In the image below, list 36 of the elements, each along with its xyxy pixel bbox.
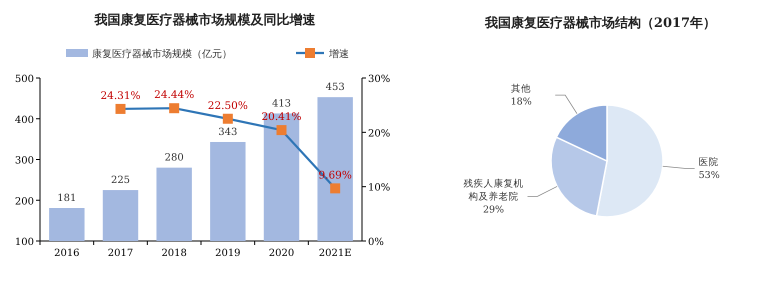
slice-label: 残疾人康复机构及养老院 [464,177,524,202]
data-label: 453 [326,82,345,94]
chart-title: 我国康复医疗器械市场结构（2017年） [484,15,716,31]
y2-tick-label: 0% [368,237,384,248]
x-tick-label: 2016 [54,248,80,259]
data-label: 18% [510,96,532,108]
x-tick-label: 2020 [268,248,294,259]
x-tick-label: 2021E [318,248,352,259]
chart-title: 我国康复医疗器械市场规模及同比增速 [94,12,316,28]
data-label: 20.41% [261,111,302,124]
slice-label: 其他 [511,82,532,95]
data-label: 413 [272,98,292,110]
slice-label: 医院 [698,156,719,168]
y-tick-label: 200 [14,196,34,208]
y-tick-label: 300 [14,156,34,166]
data-label: 22.50% [208,100,248,112]
y-tick-label: 400 [14,114,34,126]
y-tick-label: 500 [14,74,34,85]
data-label: 181 [57,192,76,204]
data-label: 53% [698,170,720,181]
y2-tick-label: 30% [368,74,390,85]
legend-label: 增速 [328,48,349,60]
data-label: 225 [110,175,130,186]
data-label: 9.69% [318,169,352,182]
data-label: 29% [482,204,504,216]
data-label: 24.31% [100,90,141,102]
x-tick-label: 2017 [108,248,134,259]
y-tick-label: 100 [14,237,34,248]
x-tick-label: 2018 [161,248,187,259]
data-label: 24.44% [154,89,194,102]
y2-tick-label: 20% [368,128,390,140]
x-tick-label: 2019 [215,248,241,259]
data-label: 343 [218,126,238,138]
y2-tick-label: 10% [368,182,390,194]
legend-label: 康复医疗器械市场规模（亿元） [92,48,232,60]
data-label: 280 [164,152,184,164]
